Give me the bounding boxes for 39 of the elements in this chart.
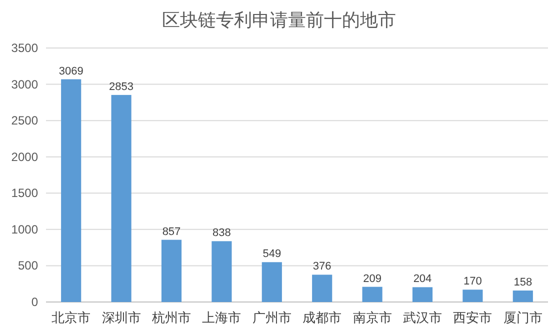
x-tick-label: 上海市	[202, 310, 242, 325]
y-tick-label: 3500	[11, 41, 38, 55]
y-tick-label: 0	[31, 295, 38, 309]
bar	[111, 94, 132, 302]
x-tick-label: 杭州市	[151, 310, 191, 325]
x-tick-label: 北京市	[52, 310, 91, 325]
bar	[362, 286, 382, 302]
x-tick-label: 成都市	[302, 310, 342, 325]
data-label: 2853	[109, 80, 134, 93]
y-tick-label: 2000	[11, 150, 38, 164]
bar	[212, 241, 232, 302]
data-label: 3069	[58, 65, 84, 78]
y-tick-label: 500	[18, 258, 38, 273]
data-label: 170	[464, 276, 482, 288]
x-tick-label: 南京市	[352, 310, 392, 325]
data-label: 549	[262, 248, 282, 260]
data-label: 158	[514, 276, 532, 289]
x-tick-label: 厦门市	[503, 310, 542, 325]
data-label: 209	[363, 272, 382, 285]
bar	[161, 240, 182, 302]
y-tick-label: 3000	[11, 77, 38, 92]
x-tick-label: 广州市	[252, 310, 292, 325]
data-label: 838	[212, 227, 231, 240]
x-tick-label: 武汉市	[403, 310, 442, 325]
data-label: 204	[413, 273, 432, 286]
bar	[312, 274, 332, 302]
bar	[512, 290, 533, 302]
x-tick-label: 西安市	[453, 310, 492, 325]
bar	[412, 287, 433, 302]
bar	[262, 262, 282, 302]
y-tick-label: 1500	[11, 186, 38, 200]
data-label: 376	[312, 260, 332, 273]
bar	[61, 79, 82, 302]
x-tick-label: 深圳市	[102, 310, 141, 325]
y-tick-label: 2500	[11, 114, 38, 128]
y-tick-label: 1000	[11, 222, 38, 236]
bar	[462, 290, 483, 302]
data-label: 857	[162, 226, 181, 238]
chart-title: 区块链专利申请量前十的地市	[162, 10, 396, 30]
